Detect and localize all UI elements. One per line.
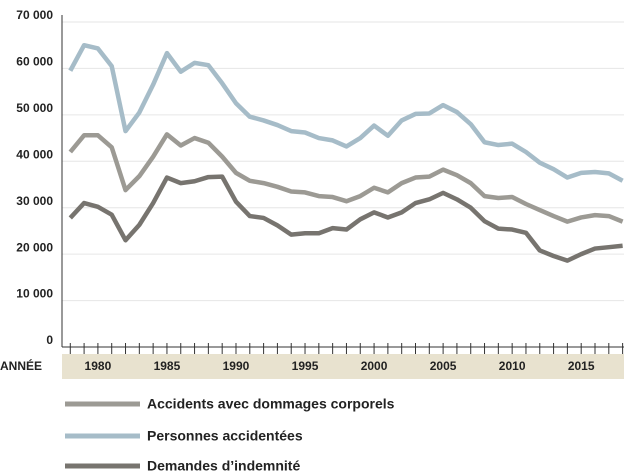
x-tick-label: 1990 (223, 359, 250, 373)
y-tick-label: 0 (46, 333, 53, 347)
y-tick-label: 20 000 (16, 240, 53, 254)
series-line (68, 132, 624, 224)
y-tick-label: 60 000 (16, 55, 53, 69)
x-tick-label: 1985 (154, 359, 181, 373)
x-axis-label: ANNÉE (0, 358, 42, 373)
legend-label: Personnes accidentées (147, 428, 303, 444)
x-tick-label: 2010 (499, 359, 526, 373)
x-axis-band (62, 354, 624, 379)
y-tick-label: 40 000 (16, 147, 53, 161)
x-tick-label: 2015 (568, 359, 595, 373)
y-tick-label: 10 000 (16, 287, 53, 301)
x-tick-label: 2005 (430, 359, 457, 373)
x-tick-label: 1995 (292, 359, 319, 373)
y-tick-label: 30 000 (16, 194, 53, 208)
series-line (68, 174, 623, 263)
series-line (68, 42, 624, 183)
x-tick-label: 2000 (361, 359, 388, 373)
y-tick-label: 70 000 (16, 8, 53, 22)
y-tick-label: 50 000 (16, 101, 53, 115)
legend-label: Demandes d’indemnité (147, 458, 300, 474)
x-tick-label: 1980 (85, 359, 112, 373)
legend-label: Accidents avec dommages corporels (147, 396, 395, 412)
